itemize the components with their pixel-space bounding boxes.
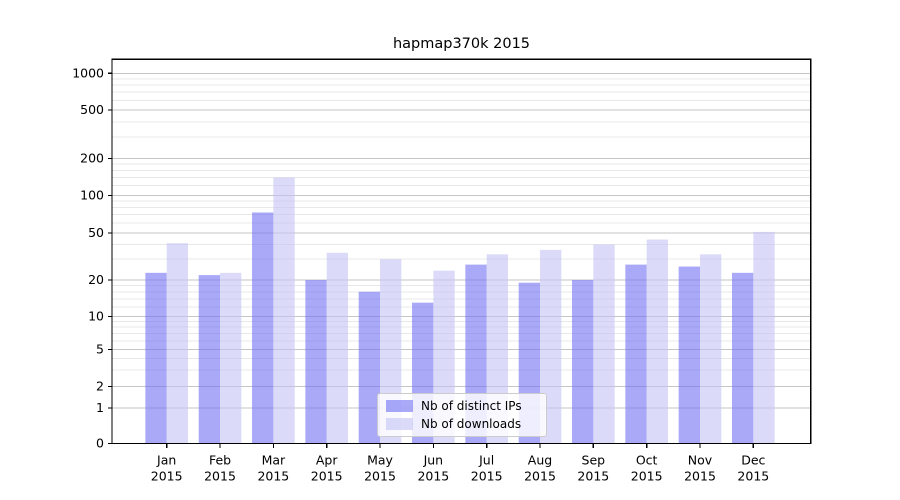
legend-label-downloads: Nb of downloads: [421, 417, 522, 432]
y-tick-label: 500: [80, 102, 104, 117]
y-tick-label: 20: [88, 272, 104, 287]
bar-distinct-ips-oct: [625, 264, 647, 444]
bar-distinct-ips-feb: [198, 275, 221, 444]
bar-downloads-jan: [166, 243, 189, 444]
x-tick-label-year: 2015: [577, 469, 609, 484]
bar-downloads-feb: [220, 272, 242, 444]
y-tick-label: 1000: [72, 66, 104, 81]
x-tick-label-month: Nov: [688, 453, 713, 468]
x-tick-label-month: May: [367, 453, 393, 468]
x-tick-label-month: Jul: [478, 453, 494, 468]
y-tick-label: 10: [88, 309, 104, 324]
legend-item-downloads: Nb of downloads: [378, 415, 546, 433]
bar-downloads-oct: [646, 239, 668, 444]
x-tick-label-year: 2015: [364, 469, 396, 484]
x-tick-label-month: Sep: [582, 453, 606, 468]
bar-downloads-sep: [593, 244, 615, 444]
chart-title: hapmap370k 2015: [392, 36, 531, 52]
x-tick-label-year: 2015: [524, 469, 556, 484]
bar-downloads-dec: [753, 231, 775, 444]
legend-swatch-ips-icon: [386, 399, 413, 412]
x-tick-label-month: Feb: [209, 453, 231, 468]
x-tick-label-month: Dec: [741, 453, 765, 468]
bar-distinct-ips-sep: [572, 280, 594, 444]
x-tick-label-month: Aug: [528, 453, 552, 468]
x-tick-label-year: 2015: [417, 469, 449, 484]
bar-downloads-apr: [326, 252, 349, 444]
x-tick-label-month: Mar: [262, 453, 286, 468]
bar-downloads-nov: [700, 254, 722, 444]
x-tick-label-month: Apr: [316, 453, 338, 468]
y-tick-label: 5: [96, 342, 104, 357]
x-tick-label-month: Jun: [423, 453, 444, 468]
x-tick-label-month: Jan: [156, 453, 176, 468]
bar-distinct-ips-may: [358, 291, 381, 444]
x-tick-label-year: 2015: [631, 469, 663, 484]
x-tick-label-year: 2015: [684, 469, 716, 484]
x-tick-label-year: 2015: [151, 469, 183, 484]
x-tick-label-year: 2015: [471, 469, 503, 484]
bar-distinct-ips-mar: [252, 212, 274, 444]
x-tick-label-year: 2015: [257, 469, 289, 484]
bar-distinct-ips-jan: [145, 272, 167, 444]
legend-label-distinct-ips: Nb of distinct IPs: [421, 398, 522, 413]
x-tick-label-month: Oct: [636, 453, 658, 468]
y-tick-label: 50: [88, 225, 104, 240]
bar-distinct-ips-apr: [305, 280, 327, 444]
plot-border: [111, 58, 812, 445]
y-tick-label: 2: [96, 379, 104, 394]
y-tick-label: 200: [80, 151, 104, 166]
legend-swatch-downloads-icon: [386, 418, 413, 431]
x-tick-label-year: 2015: [204, 469, 236, 484]
bar-downloads-mar: [273, 177, 295, 444]
legend: Nb of distinct IPs Nb of downloads: [377, 393, 547, 437]
y-tick-label: 1: [96, 400, 104, 415]
bar-distinct-ips-nov: [678, 266, 700, 444]
bar-distinct-ips-dec: [732, 272, 754, 444]
legend-item-distinct-ips: Nb of distinct IPs: [378, 397, 546, 415]
y-tick-label: 0: [96, 436, 104, 451]
x-tick-label-year: 2015: [311, 469, 343, 484]
x-tick-label-year: 2015: [737, 469, 769, 484]
y-tick-label: 100: [80, 188, 104, 203]
